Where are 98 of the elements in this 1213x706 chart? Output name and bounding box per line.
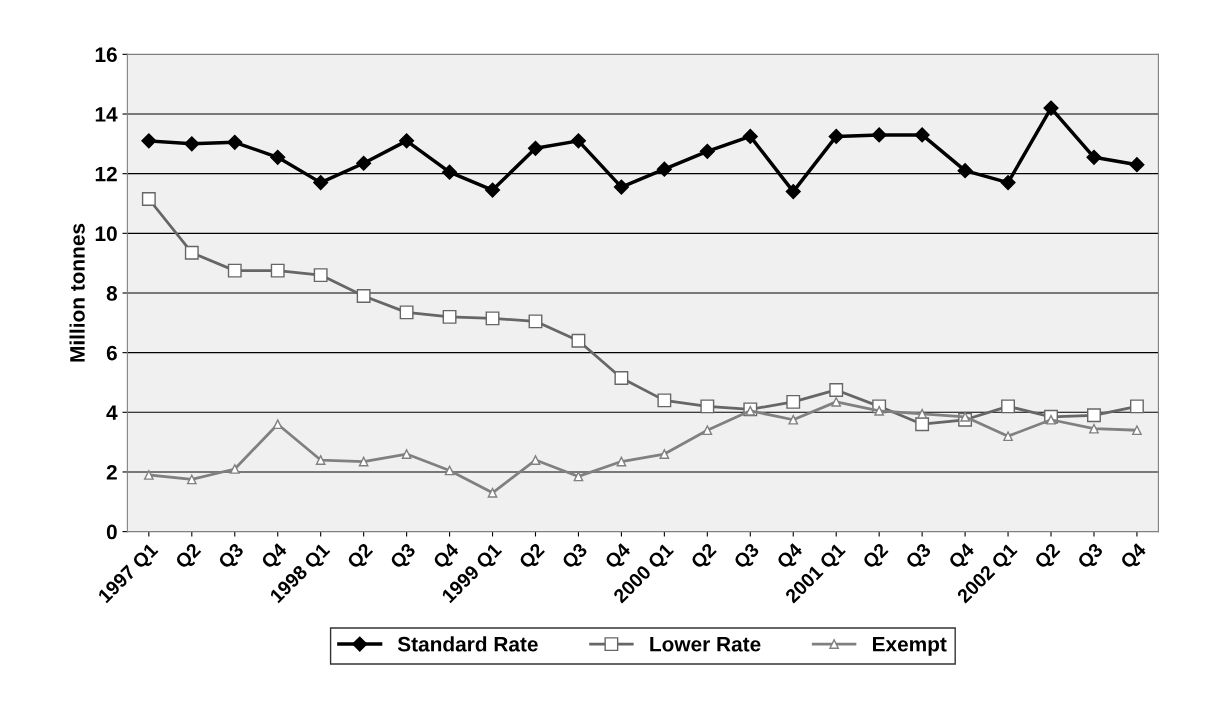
point [399, 133, 415, 149]
point [614, 371, 629, 385]
point [570, 133, 587, 149]
point [1043, 100, 1059, 116]
point [227, 263, 242, 278]
point [1129, 157, 1145, 173]
point [1089, 423, 1099, 434]
point [659, 449, 670, 459]
y-axis-title: Million tonnes [69, 223, 85, 362]
point [1003, 431, 1013, 442]
legend-label: Lower Rate [650, 637, 761, 652]
point [315, 455, 326, 465]
point [141, 133, 157, 149]
point [141, 192, 156, 206]
x-tick-label: Q4 [260, 541, 291, 572]
x-tick-label: Q4 [604, 541, 635, 572]
point [186, 474, 197, 485]
point [828, 128, 844, 144]
y-tick-label: 14 [95, 107, 118, 122]
x-tick-label: Q2 [689, 542, 720, 572]
point [1086, 149, 1102, 165]
x-tick-label: Q3 [732, 542, 763, 572]
point [917, 408, 927, 419]
x-tick-label: Q3 [1076, 542, 1107, 572]
x-tick-label: Q3 [904, 542, 935, 572]
point [657, 393, 672, 408]
point [143, 470, 154, 480]
point [788, 414, 799, 425]
point [227, 134, 243, 150]
point [487, 487, 498, 498]
x-tick-label: Q4 [1119, 541, 1150, 572]
point [702, 425, 713, 436]
x-tick-label: Q4 [775, 541, 806, 572]
point [785, 184, 801, 200]
point [960, 411, 970, 422]
point [1046, 414, 1056, 425]
point [1001, 399, 1015, 414]
point [915, 417, 930, 432]
point [786, 394, 801, 409]
point [527, 140, 544, 156]
point [699, 143, 715, 159]
x-tick-label: Q3 [389, 542, 419, 572]
point [1087, 408, 1101, 423]
x-tick-label: Q2 [861, 542, 892, 572]
x-tick-label: Q4 [947, 541, 978, 572]
x-tick-label: Q2 [518, 542, 548, 572]
point [356, 155, 372, 171]
y-tick-label: 8 [106, 285, 117, 301]
x-tick-label: Q3 [217, 542, 247, 572]
point [358, 456, 369, 467]
x-tick-label: Q3 [561, 542, 591, 572]
point [530, 455, 541, 465]
point [874, 405, 885, 416]
point [914, 127, 930, 143]
point [573, 471, 584, 482]
legend-label: Standard Rate [397, 636, 538, 652]
point [485, 311, 500, 326]
point [571, 333, 586, 348]
x-tick-label: Q2 [1033, 542, 1064, 572]
y-tick-label: 10 [95, 226, 117, 242]
point [444, 465, 455, 476]
point [442, 309, 457, 324]
point [871, 127, 887, 143]
point [484, 182, 501, 198]
point [957, 163, 973, 179]
point [1129, 399, 1144, 414]
point [700, 399, 715, 414]
y-tick-label: 0 [106, 524, 117, 540]
y-tick-label: 16 [95, 47, 117, 63]
x-tick-label: Q2 [174, 542, 204, 572]
point [229, 464, 240, 474]
legend-label: Exempt [873, 637, 947, 656]
point [613, 179, 629, 195]
point [831, 397, 842, 407]
point [441, 164, 458, 180]
x-tick-label: Q4 [432, 541, 463, 572]
y-tick-label: 4 [106, 405, 118, 420]
point [270, 263, 285, 278]
point [528, 314, 543, 329]
point [829, 382, 844, 397]
point [356, 289, 371, 303]
y-tick-label: 6 [106, 345, 117, 361]
point [656, 161, 672, 177]
point [1000, 175, 1016, 191]
y-tick-label: 2 [106, 464, 117, 480]
point [1132, 425, 1142, 436]
point [313, 175, 329, 191]
point [401, 449, 412, 459]
x-tick-label: Q2 [346, 542, 376, 572]
point [270, 149, 286, 165]
point [616, 456, 627, 467]
point [184, 245, 199, 260]
point [742, 128, 758, 144]
point [272, 419, 283, 430]
point [313, 268, 328, 283]
point [184, 136, 200, 152]
y-tick-label: 12 [95, 166, 117, 182]
point [399, 305, 414, 320]
